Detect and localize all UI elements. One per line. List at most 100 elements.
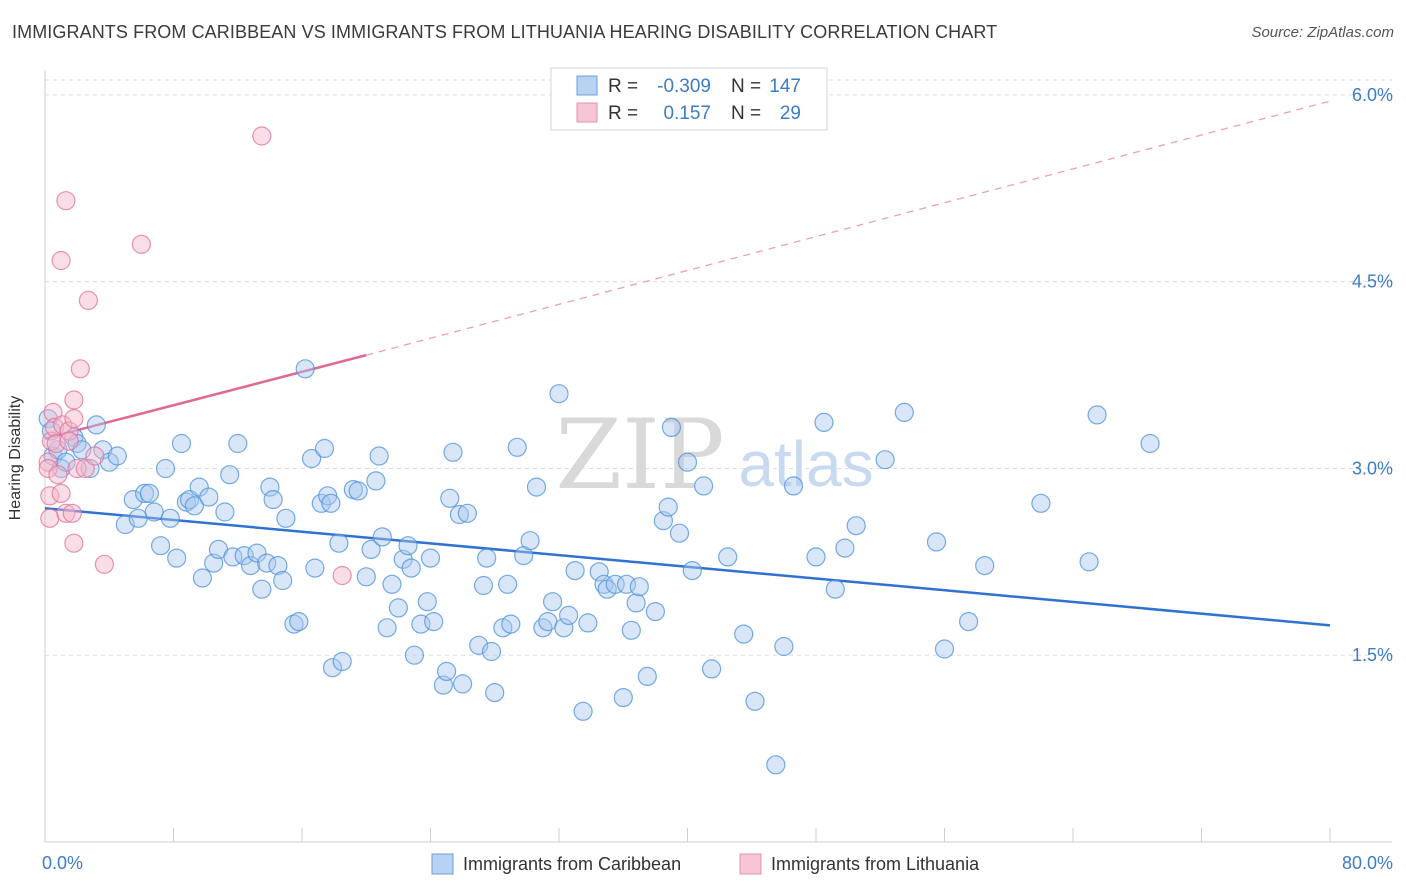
point-caribbean — [305, 558, 325, 578]
stats-r-value-2: 0.157 — [663, 103, 711, 124]
point-caribbean — [520, 531, 540, 551]
point-caribbean — [875, 450, 895, 470]
point-caribbean — [215, 502, 235, 522]
point-caribbean — [1087, 405, 1107, 425]
point-caribbean — [538, 611, 558, 632]
x-tick-label: 0.0% — [42, 853, 83, 873]
point-caribbean — [894, 402, 914, 422]
point-caribbean — [295, 359, 315, 379]
legend-label-lithuania: Immigrants from Lithuania — [771, 854, 980, 874]
point-caribbean — [268, 555, 288, 576]
point-caribbean — [507, 437, 527, 457]
point-caribbean — [578, 613, 598, 633]
point-caribbean — [404, 645, 424, 665]
point-caribbean — [220, 465, 240, 485]
point-lithuania — [51, 483, 71, 503]
stats-swatch-pink — [576, 102, 598, 123]
point-caribbean — [314, 438, 335, 459]
point-caribbean — [417, 592, 437, 612]
trend-line-lithuania — [44, 353, 367, 440]
y-tick-label: 1.5% — [1352, 645, 1393, 665]
point-caribbean — [1031, 493, 1051, 513]
point-lithuania — [40, 508, 60, 528]
point-caribbean — [329, 533, 349, 553]
legend-swatch-caribbean — [431, 853, 454, 875]
point-caribbean — [573, 701, 593, 721]
stats-legend: R = -0.309 N = 147 R = 0.157 N = 29 — [550, 67, 828, 131]
point-caribbean — [372, 527, 392, 547]
point-caribbean — [184, 496, 204, 516]
point-caribbean — [589, 562, 609, 582]
y-tick-label: 4.5% — [1352, 272, 1393, 292]
point-caribbean — [366, 471, 386, 491]
point-caribbean — [369, 446, 389, 466]
point-caribbean — [144, 502, 164, 522]
point-caribbean — [481, 641, 502, 662]
point-caribbean — [273, 570, 293, 591]
data-points — [38, 126, 1160, 775]
point-caribbean — [199, 487, 219, 507]
point-caribbean — [443, 442, 463, 462]
series-legend: Immigrants from Caribbean Immigrants fro… — [431, 853, 980, 875]
point-caribbean — [189, 477, 209, 497]
point-caribbean — [171, 433, 192, 454]
point-caribbean — [449, 504, 469, 525]
point-lithuania — [85, 446, 105, 466]
point-caribbean — [542, 592, 563, 612]
point-caribbean — [661, 417, 682, 437]
point-caribbean — [498, 574, 518, 594]
stats-n-value-1: 147 — [769, 76, 801, 97]
point-caribbean — [155, 458, 176, 479]
stats-n-label-2: N = — [731, 103, 761, 124]
point-caribbean — [1140, 433, 1160, 454]
stats-swatch-blue — [576, 75, 598, 96]
point-caribbean — [766, 755, 786, 775]
stats-r-label-2: R = — [608, 103, 638, 124]
trend-line-caribbean — [44, 507, 1331, 627]
point-caribbean — [356, 567, 376, 587]
point-caribbean — [558, 605, 579, 626]
watermark-zip: ZIP — [555, 399, 724, 511]
point-caribbean — [128, 508, 148, 528]
point-caribbean — [926, 532, 947, 552]
point-caribbean — [398, 536, 418, 556]
point-lithuania — [51, 250, 71, 271]
point-lithuania — [332, 565, 352, 586]
y-tick-labels: 1.5% 3.0% 4.5% 6.0% — [1352, 85, 1393, 665]
point-lithuania — [252, 126, 272, 146]
point-caribbean — [260, 477, 280, 497]
point-caribbean — [621, 620, 641, 640]
point-lithuania — [64, 533, 84, 553]
point-caribbean — [477, 548, 497, 568]
point-caribbean — [613, 687, 633, 708]
chart-title: IMMIGRANTS FROM CARIBBEAN VS IMMIGRANTS … — [12, 22, 998, 42]
point-lithuania — [38, 458, 58, 479]
point-lithuania — [70, 359, 90, 379]
point-caribbean — [605, 574, 625, 594]
point-caribbean — [934, 639, 955, 659]
point-caribbean — [645, 601, 666, 622]
point-caribbean — [745, 691, 765, 711]
point-lithuania — [94, 554, 115, 574]
point-lithuania — [59, 431, 79, 451]
point-caribbean — [975, 555, 995, 576]
watermark: ZIP atlas — [555, 399, 873, 511]
point-caribbean — [846, 516, 866, 536]
point-caribbean — [774, 636, 794, 657]
stats-n-label-1: N = — [731, 76, 761, 97]
point-caribbean — [257, 553, 277, 573]
point-caribbean — [321, 493, 341, 513]
point-caribbean — [814, 412, 834, 432]
point-caribbean — [718, 547, 738, 567]
point-caribbean — [332, 651, 352, 672]
source-label[interactable]: Source: ZipAtlas.com — [1251, 24, 1394, 41]
point-caribbean — [701, 659, 722, 679]
point-caribbean — [565, 560, 585, 581]
y-tick-label: 3.0% — [1352, 458, 1393, 478]
point-caribbean — [361, 539, 381, 560]
point-lithuania — [59, 421, 79, 441]
point-caribbean — [263, 490, 283, 510]
point-caribbean — [228, 433, 248, 454]
point-lithuania — [64, 409, 84, 429]
